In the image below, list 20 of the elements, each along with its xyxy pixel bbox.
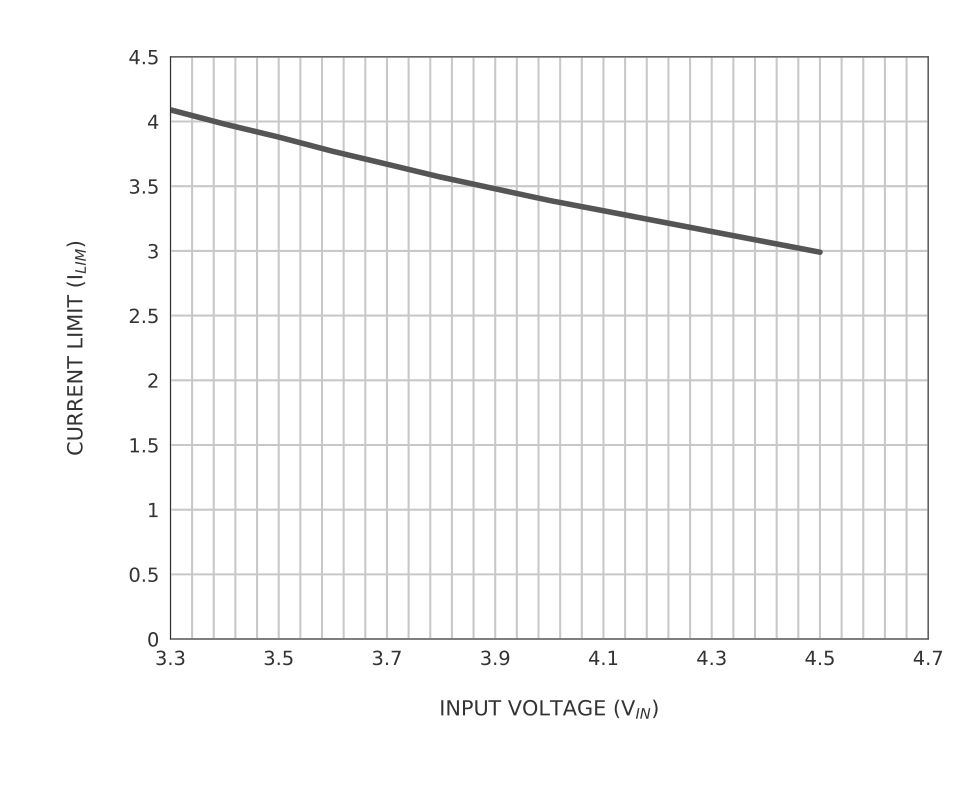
x-tick-label: 3.9 (481, 650, 510, 666)
y-tick-label: 1 (149, 502, 158, 518)
x-tick-label: 4.3 (697, 650, 726, 666)
y-tick-label: 3.5 (130, 179, 158, 194)
y-tick-label: 4.5 (129, 50, 158, 64)
y-tick-label: 0.5 (130, 567, 158, 582)
x-tick-label: 4.7 (914, 650, 942, 665)
y-tick-label: 2 (148, 373, 158, 388)
x-tick-label: 3.5 (264, 650, 292, 666)
x-axis-title: INPUT VOLTAGE (V$_{IN}$) (441, 700, 658, 719)
x-tick-label: 4.5 (805, 650, 834, 666)
x-tick-label: 4.1 (588, 650, 618, 665)
y-axis-title: CURRENT LIMIT (I$_{LIM}$) (66, 242, 86, 455)
y-tick-label: 4 (148, 114, 158, 129)
y-tick-label: 2.5 (130, 308, 158, 324)
y-tick-label: 1.5 (130, 438, 158, 453)
y-tick-label: 0 (148, 632, 158, 647)
y-tick-label: 3 (148, 244, 158, 259)
x-tick-label: 3.3 (156, 650, 184, 666)
x-tick-label: 3.7 (372, 650, 401, 666)
